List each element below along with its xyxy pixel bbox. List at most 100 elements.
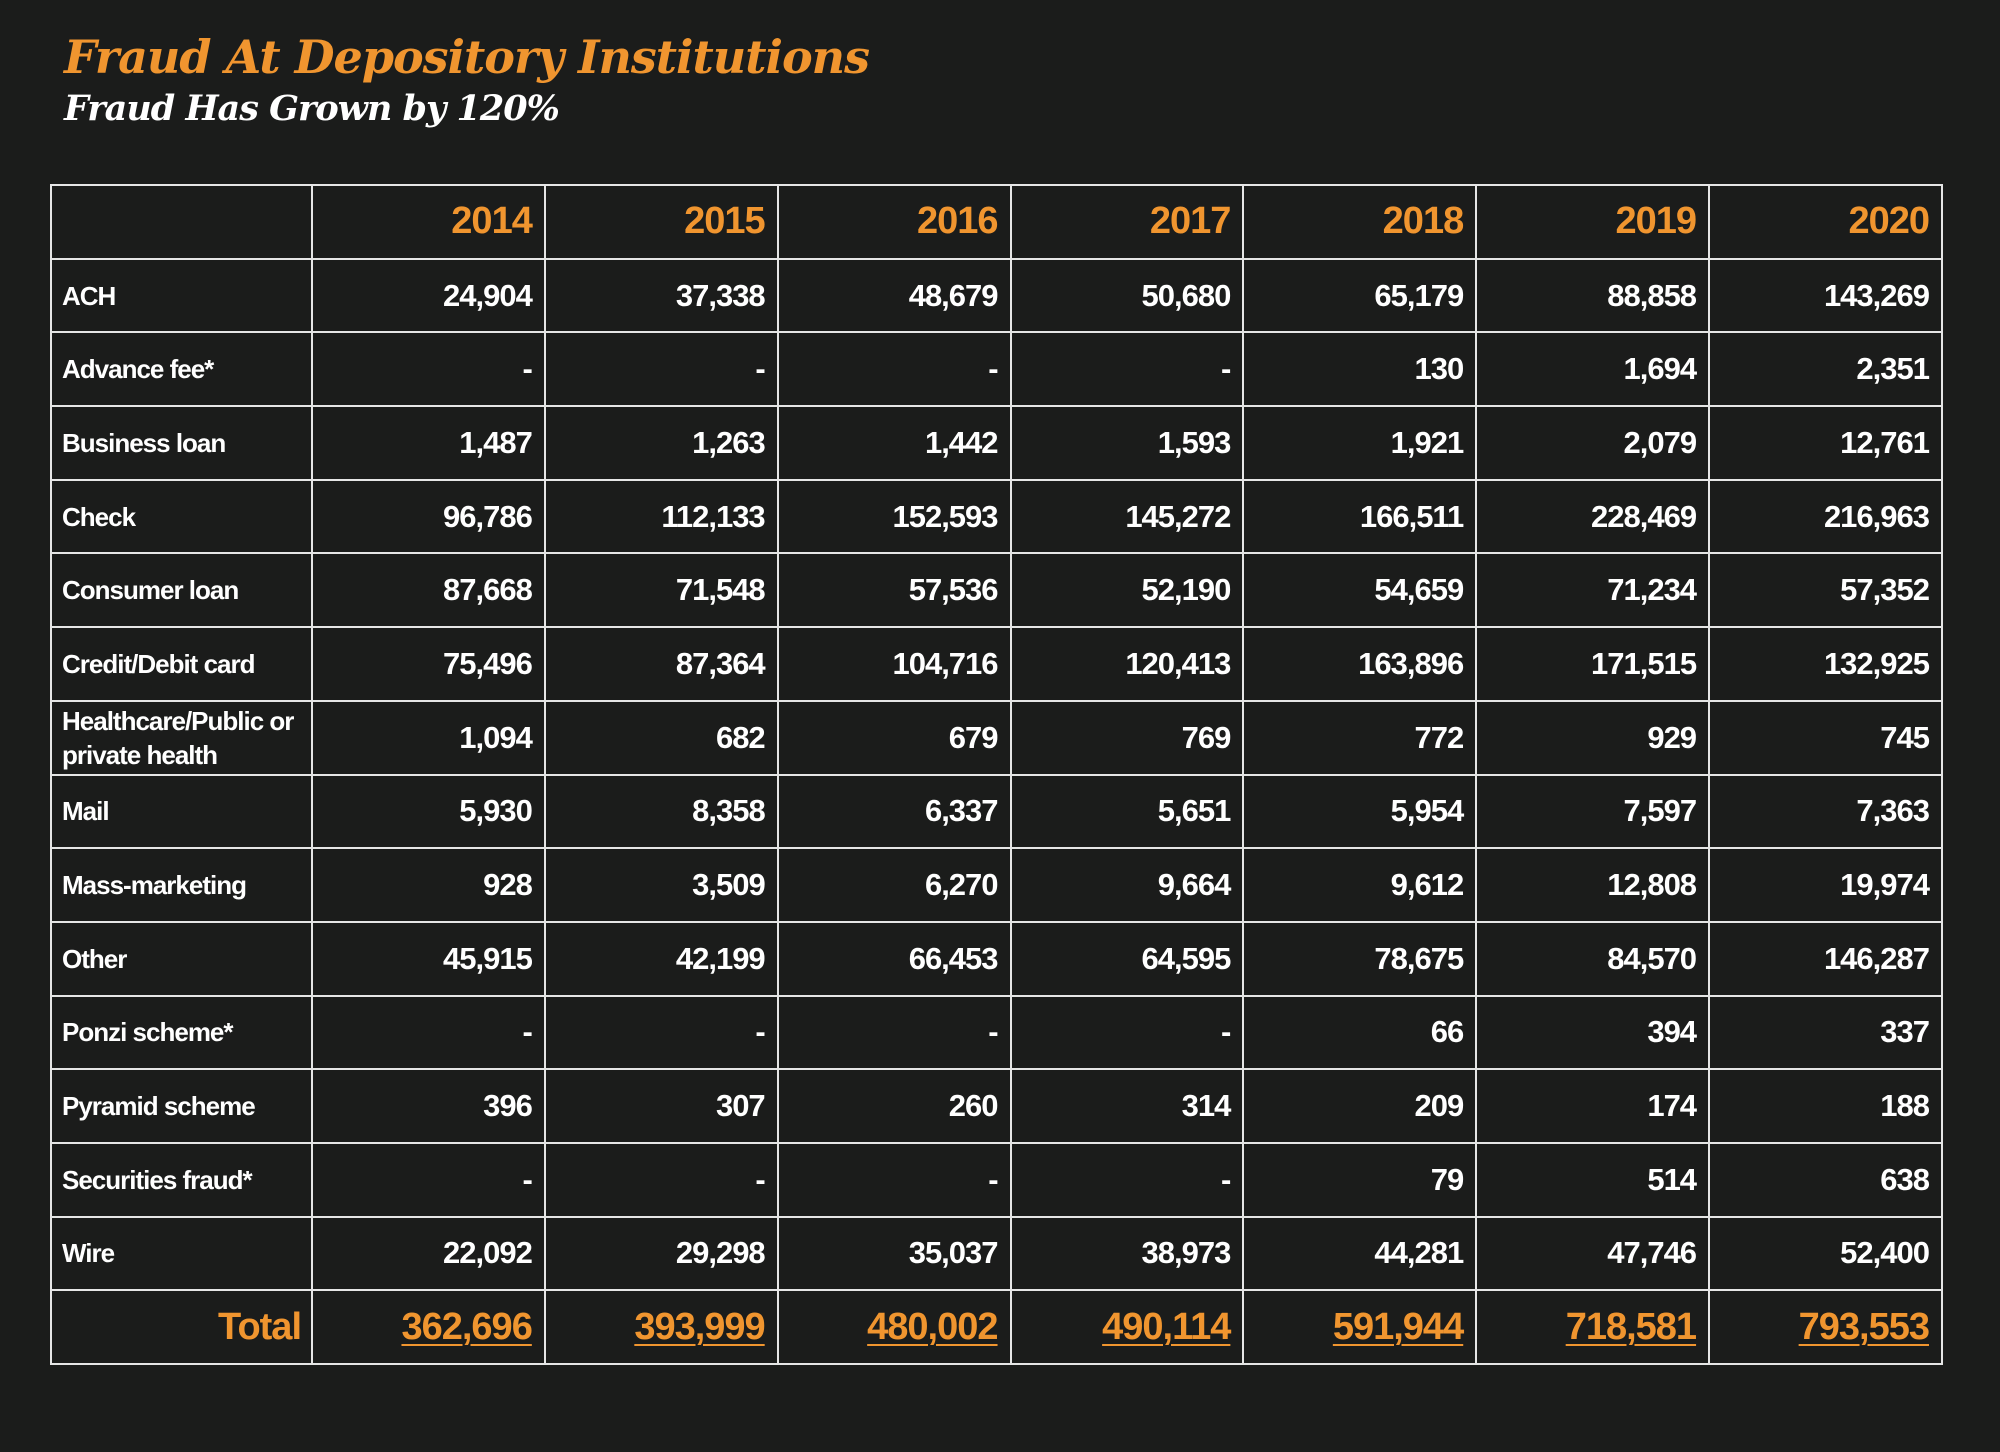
value-cell: 171,515 bbox=[1475, 626, 1711, 702]
value-cell: 1,593 bbox=[1009, 405, 1245, 481]
value-cell: - bbox=[1009, 331, 1245, 408]
row-label: Securities fraud* bbox=[50, 1141, 313, 1218]
value-cell: 54,659 bbox=[1242, 552, 1478, 629]
cell-value: 143,269 bbox=[1823, 277, 1930, 313]
cell-value: 490,114 bbox=[1102, 1305, 1231, 1348]
cell-value: 769 bbox=[1181, 719, 1232, 755]
value-cell: 112,133 bbox=[543, 478, 779, 555]
value-cell: 8,358 bbox=[543, 773, 779, 850]
value-cell: 57,352 bbox=[1708, 552, 1943, 629]
value-cell: 174 bbox=[1475, 1068, 1711, 1144]
value-cell: 5,930 bbox=[311, 773, 546, 850]
value-cell: 1,442 bbox=[776, 405, 1012, 481]
value-cell: - bbox=[543, 1141, 779, 1218]
total-cell: 490,114 bbox=[1009, 1289, 1245, 1365]
cell-value: 65,179 bbox=[1374, 277, 1464, 313]
value-cell: 45,915 bbox=[311, 920, 546, 997]
cell-value: 38,973 bbox=[1141, 1235, 1232, 1271]
cell-value: 12,761 bbox=[1840, 424, 1930, 460]
cell-value: 362,696 bbox=[401, 1305, 532, 1348]
row-label: Ponzi scheme* bbox=[50, 994, 313, 1071]
total-cell: 393,999 bbox=[543, 1289, 779, 1365]
cell-value: 260 bbox=[948, 1088, 999, 1124]
value-cell: - bbox=[311, 994, 546, 1071]
cell-value: 71,234 bbox=[1607, 572, 1697, 608]
cell-value: 22,092 bbox=[443, 1235, 533, 1271]
cell-value: - bbox=[522, 1161, 533, 1197]
table-row: Ponzi scheme* - - - - 66 394 337 bbox=[50, 994, 1943, 1071]
value-cell: 146,287 bbox=[1708, 920, 1943, 997]
row-label: Mail bbox=[50, 773, 313, 850]
row-label: Check bbox=[50, 478, 313, 555]
row-label: Business loan bbox=[50, 405, 313, 481]
value-cell: 12,808 bbox=[1475, 847, 1711, 923]
year-header: 2020 bbox=[1708, 184, 1943, 260]
cell-value: 1,094 bbox=[459, 719, 533, 755]
cell-value: 228,469 bbox=[1591, 498, 1697, 534]
cell-value: 188 bbox=[1880, 1088, 1930, 1124]
cell-value: 7,363 bbox=[1856, 793, 1930, 829]
value-cell: 166,511 bbox=[1242, 478, 1478, 555]
year-header: 2018 bbox=[1242, 184, 1478, 260]
value-cell: 65,179 bbox=[1242, 257, 1478, 334]
cell-value: 307 bbox=[715, 1088, 766, 1124]
cell-value: 66,453 bbox=[908, 940, 999, 976]
value-cell: 71,234 bbox=[1475, 552, 1711, 629]
value-cell: 52,400 bbox=[1708, 1215, 1943, 1292]
cell-value: 216,963 bbox=[1823, 498, 1930, 534]
year-header: 2014 bbox=[311, 184, 546, 260]
cell-value: 145,272 bbox=[1125, 498, 1231, 534]
cell-value: 104,716 bbox=[892, 645, 998, 681]
value-cell: 47,746 bbox=[1475, 1215, 1711, 1292]
value-cell: 96,786 bbox=[311, 478, 546, 555]
cell-value: 44,281 bbox=[1374, 1235, 1464, 1271]
cell-value: 57,536 bbox=[908, 572, 999, 608]
cell-value: 1,442 bbox=[924, 424, 999, 460]
value-cell: 929 bbox=[1475, 699, 1711, 776]
cell-value: 166,511 bbox=[1359, 498, 1464, 534]
cell-value: 57,352 bbox=[1840, 572, 1930, 608]
header-row: 2014 2015 2016 2017 2018 2019 2020 bbox=[50, 184, 1943, 260]
value-cell: 22,092 bbox=[311, 1215, 546, 1292]
cell-value: 591,944 bbox=[1332, 1305, 1464, 1348]
value-cell: 145,272 bbox=[1009, 478, 1245, 555]
table-row: Advance fee* - - - - 130 1,694 2,351 bbox=[50, 331, 1943, 408]
year-header: 2019 bbox=[1475, 184, 1711, 260]
cell-value: 174 bbox=[1647, 1088, 1697, 1124]
cell-value: 1,921 bbox=[1390, 424, 1465, 460]
value-cell: 132,925 bbox=[1708, 626, 1943, 702]
page-title: Fraud At Depository Institutions bbox=[64, 30, 870, 84]
cell-value: - bbox=[755, 1161, 765, 1197]
value-cell: - bbox=[543, 994, 779, 1071]
cell-value: 480,002 bbox=[867, 1305, 998, 1348]
cell-value: 718,581 bbox=[1565, 1305, 1697, 1348]
cell-value: 163,896 bbox=[1358, 645, 1464, 681]
total-row: Total 362,696 393,999 480,002 490,114 591,944… bbox=[50, 1289, 1943, 1365]
cell-value: 42,199 bbox=[675, 940, 766, 976]
value-cell: 44,281 bbox=[1242, 1215, 1478, 1292]
year-header: 2016 bbox=[776, 184, 1012, 260]
value-cell: 104,716 bbox=[776, 626, 1012, 702]
cell-value: 2,079 bbox=[1623, 424, 1697, 460]
row-label: ACH bbox=[50, 257, 313, 334]
cell-value: 394 bbox=[1647, 1014, 1697, 1050]
value-cell: 514 bbox=[1475, 1141, 1711, 1218]
cell-value: 52,400 bbox=[1840, 1235, 1930, 1271]
cell-value: - bbox=[1221, 1161, 1231, 1197]
cell-value: 71,548 bbox=[675, 572, 766, 608]
value-cell: 12,761 bbox=[1708, 405, 1943, 481]
table-row: Credit/Debit card 75,496 87,364 104,716 120,… bbox=[50, 626, 1943, 702]
value-cell: 29,298 bbox=[543, 1215, 779, 1292]
value-cell: 638 bbox=[1708, 1141, 1943, 1218]
value-cell: 2,079 bbox=[1475, 405, 1711, 481]
value-cell: 24,904 bbox=[311, 257, 546, 334]
cell-value: 6,337 bbox=[924, 793, 999, 829]
cell-value: 37,338 bbox=[675, 277, 766, 313]
value-cell: 84,570 bbox=[1475, 920, 1711, 997]
cell-value: 396 bbox=[483, 1088, 533, 1124]
value-cell: 42,199 bbox=[543, 920, 779, 997]
corner-cell bbox=[50, 184, 313, 260]
value-cell: 6,270 bbox=[776, 847, 1012, 923]
value-cell: - bbox=[1009, 1141, 1245, 1218]
value-cell: 5,954 bbox=[1242, 773, 1478, 850]
